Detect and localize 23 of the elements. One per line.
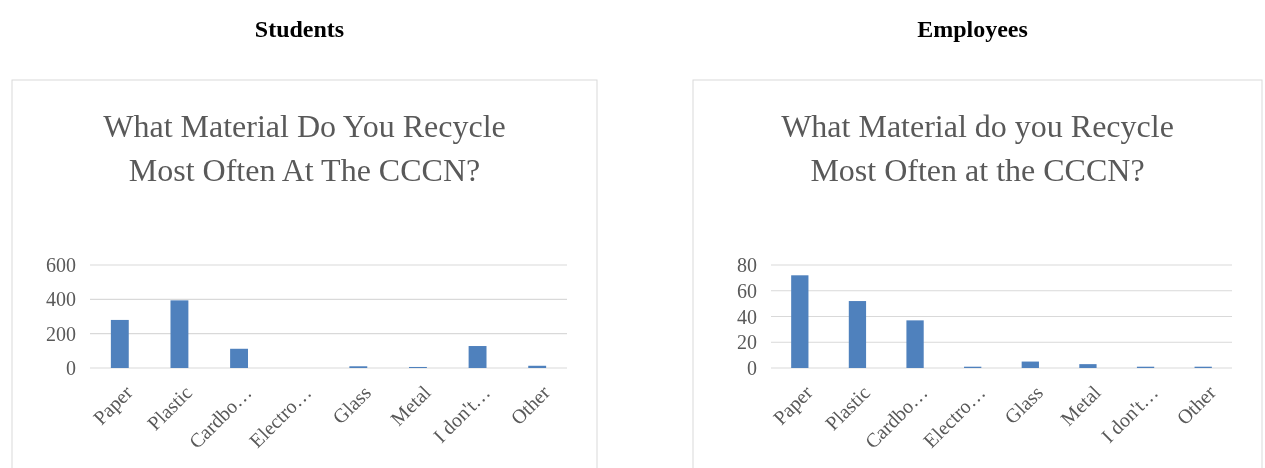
bar [906,320,924,368]
chart-subtitle: What Material do you Recycle Most Often at the CCCN? [781,108,1174,188]
y-tick-label: 600 [46,254,76,276]
y-tick-label: 400 [46,288,76,311]
y-tick-label: 200 [46,322,76,345]
y-tick-label: 40 [737,305,757,328]
y-tick-label: 0 [747,357,757,379]
bar [1079,364,1097,368]
bar [170,300,189,368]
bar [1021,361,1039,368]
bar [468,346,487,368]
bar [848,301,867,368]
bar [110,319,129,368]
bar [230,348,249,368]
bar [791,275,809,368]
y-tick-label: 80 [737,254,757,276]
chart-title: Employees [917,16,1028,42]
chart-title: Students [254,16,345,42]
y-tick-label: 20 [737,331,757,354]
bar [528,365,547,368]
y-tick-label: 60 [737,279,757,302]
chart-subtitle: What Material Do You Recycle Most Often At The CCCN? [103,108,506,188]
y-tick-label: 0 [66,357,76,379]
